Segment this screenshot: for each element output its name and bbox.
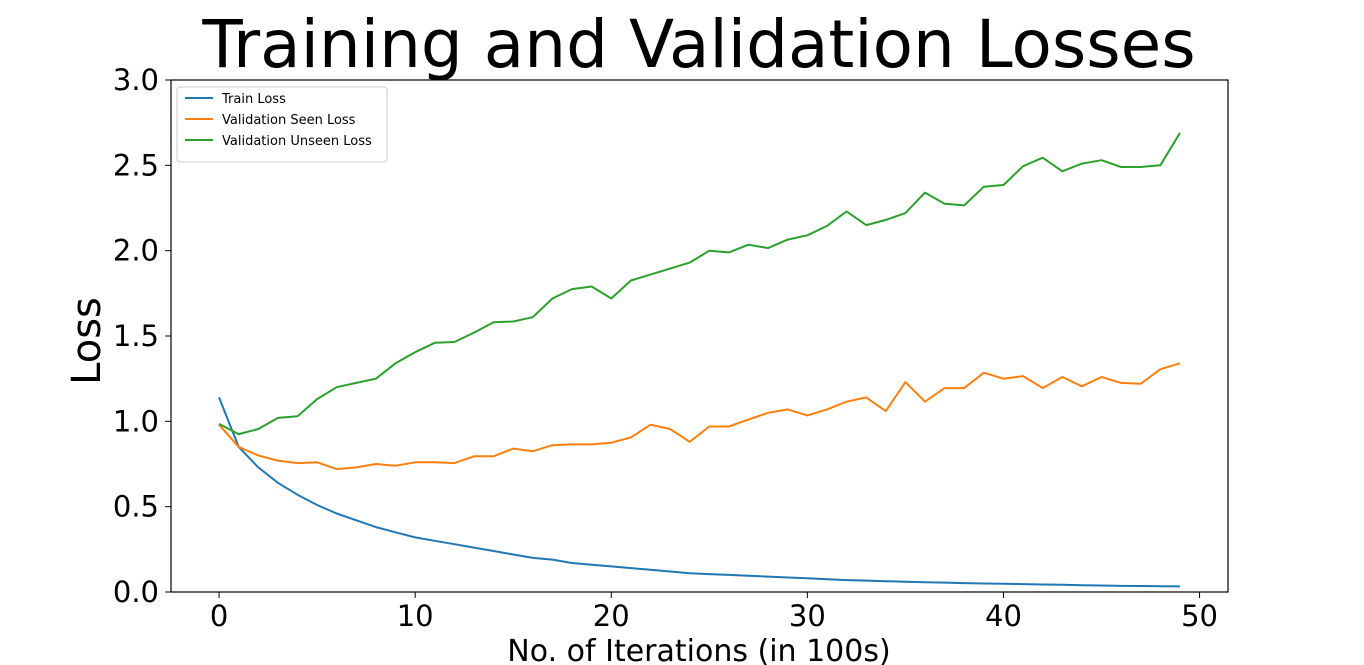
- legend-label-0: Train Loss: [221, 92, 286, 107]
- x-axis-title: No. of Iterations (in 100s): [507, 634, 890, 665]
- y-tick-label: 1.0: [113, 404, 159, 438]
- series-line-0: [218, 397, 1181, 588]
- chart-title: Training and Validation Losses: [201, 6, 1195, 83]
- x-tick-label: 30: [789, 599, 826, 633]
- y-tick-label: 1.5: [113, 319, 159, 353]
- x-tick-label: 20: [593, 599, 630, 633]
- series-line-2: [218, 132, 1181, 436]
- legend-box: [176, 86, 388, 163]
- y-tick-label: 0.5: [113, 490, 159, 524]
- legend: Train Loss Validation Seen Loss Validation…: [176, 86, 388, 163]
- x-tick-label: 10: [397, 599, 434, 633]
- x-tick-label: 0: [210, 599, 228, 633]
- legend-label-2: Validation Unseen Loss: [222, 134, 372, 149]
- legend-label-1: Validation Seen Loss: [222, 113, 356, 128]
- y-tick-label: 2.5: [113, 148, 159, 182]
- x-tick-label: 50: [1181, 599, 1218, 633]
- x-tick-label: 40: [985, 599, 1022, 633]
- y-tick-label: 0.0: [113, 575, 159, 609]
- series-line-1: [218, 362, 1181, 471]
- y-tick-label: 2.0: [113, 234, 159, 268]
- y-axis-title: Loss: [64, 297, 110, 385]
- y-tick-label: 3.0: [113, 63, 159, 97]
- axis-ticks: 0 10 20 30 40 50 0.0 0.5 1.0 1.5 2.0 2.5 3.0: [113, 63, 1218, 633]
